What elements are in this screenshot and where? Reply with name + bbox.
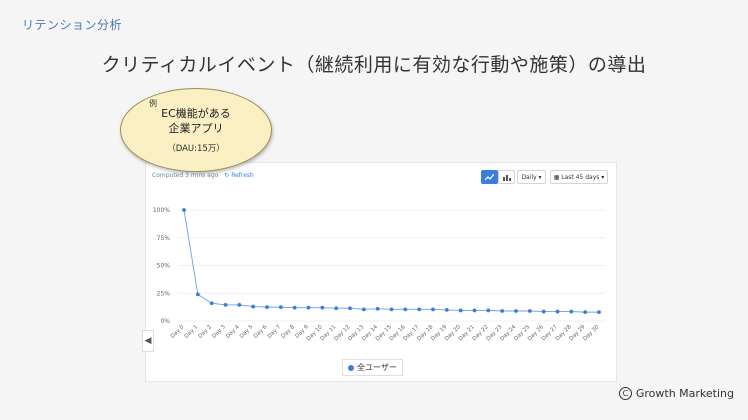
data-point[interactable] xyxy=(334,306,339,311)
data-point[interactable] xyxy=(265,305,269,310)
x-tick-label: Day 5 xyxy=(239,324,255,340)
interval-label: Daily xyxy=(521,173,537,181)
data-point[interactable] xyxy=(375,306,380,311)
data-point[interactable] xyxy=(527,309,532,313)
y-tick-label: 50% xyxy=(157,263,171,270)
data-point[interactable] xyxy=(555,309,560,314)
copyright-text: Growth Marketing xyxy=(635,387,734,400)
data-point[interactable] xyxy=(292,305,297,310)
x-tick-label: Day 2 xyxy=(197,324,213,340)
data-point[interactable] xyxy=(569,309,574,314)
copyright-icon: C xyxy=(618,387,632,400)
data-point[interactable] xyxy=(348,306,352,311)
callout-line-1: EC機能がある xyxy=(161,107,231,120)
x-tick-label: Day 4 xyxy=(225,324,241,340)
computed-status: Computed 3 mins ago ↻ Refresh xyxy=(152,172,254,179)
data-point[interactable] xyxy=(583,310,588,315)
x-tick-label: Day 30 xyxy=(582,324,600,342)
data-point[interactable] xyxy=(209,301,214,306)
scroll-left-button[interactable]: ◀ xyxy=(142,330,154,352)
x-tick-label: Day 8 xyxy=(280,324,296,340)
bar-chart-button[interactable] xyxy=(498,170,515,184)
x-tick-label: Day 0 xyxy=(170,324,186,340)
x-tick-label: Day 1 xyxy=(184,324,200,340)
y-tick-label: 0% xyxy=(160,318,170,325)
data-point[interactable] xyxy=(417,307,422,312)
series-line xyxy=(183,209,599,313)
copyright: C Growth Marketing xyxy=(618,387,734,400)
data-point[interactable] xyxy=(541,309,546,314)
callout-line-2: 企業アプリ xyxy=(168,122,224,135)
x-tick-label: Day 6 xyxy=(253,324,269,340)
computed-text: Computed 3 mins ago xyxy=(152,172,219,179)
chevron-down-icon: ▾ xyxy=(536,173,542,181)
refresh-icon: ↻ xyxy=(224,172,230,179)
data-point[interactable] xyxy=(389,307,394,312)
y-tick-label: 100% xyxy=(153,207,170,214)
line-chart-icon xyxy=(485,173,494,180)
data-point[interactable] xyxy=(431,307,435,312)
data-point[interactable] xyxy=(458,308,463,313)
data-point[interactable] xyxy=(306,305,311,310)
chart-panel: Computed 3 mins ago ↻ Refresh Daily ▾ ▦ … xyxy=(145,162,617,382)
data-point[interactable] xyxy=(514,309,518,313)
data-point[interactable] xyxy=(500,309,505,313)
line-chart-button[interactable] xyxy=(481,170,498,184)
data-point[interactable] xyxy=(195,292,200,297)
slide-title: クリティカルイベント（継続利用に有効な行動や施策）の導出 xyxy=(101,54,647,76)
chevron-down-icon: ▾ xyxy=(599,173,605,181)
y-tick-label: 25% xyxy=(157,290,171,297)
data-point[interactable] xyxy=(223,303,228,307)
data-point[interactable] xyxy=(320,305,325,310)
data-point[interactable] xyxy=(444,308,449,312)
x-tick-label: Day 7 xyxy=(267,324,283,340)
refresh-label: Refresh xyxy=(231,172,254,179)
legend-label: 全ユーザー xyxy=(357,363,397,372)
date-range-select[interactable]: ▦ Last 45 days ▾ xyxy=(550,170,608,184)
data-point[interactable] xyxy=(182,208,186,212)
data-point[interactable] xyxy=(403,307,408,312)
example-callout: 例 EC機能がある 企業アプリ （DAU:15万） xyxy=(120,88,272,172)
data-point[interactable] xyxy=(237,303,242,307)
data-point[interactable] xyxy=(278,305,283,310)
calendar-icon: ▦ xyxy=(553,173,562,181)
legend-item[interactable]: 全ユーザー xyxy=(342,359,403,376)
data-point[interactable] xyxy=(486,308,491,313)
bar-chart-icon xyxy=(502,174,511,181)
callout-tag: 例 xyxy=(149,99,157,108)
data-point[interactable] xyxy=(597,310,601,315)
chevron-left-icon: ◀ xyxy=(144,336,152,346)
data-point[interactable] xyxy=(251,304,256,309)
refresh-link[interactable]: ↻ Refresh xyxy=(224,172,254,179)
data-point[interactable] xyxy=(472,308,477,313)
date-range-label: Last 45 days xyxy=(561,173,600,181)
interval-select[interactable]: Daily ▾ xyxy=(517,170,546,184)
slide-label: リテンション分析 xyxy=(22,18,123,32)
x-tick-label: Day 3 xyxy=(211,324,227,340)
callout-line-3: （DAU:15万） xyxy=(167,144,225,154)
y-tick-label: 75% xyxy=(157,235,171,242)
legend-dot xyxy=(348,364,354,371)
data-point[interactable] xyxy=(361,307,366,312)
